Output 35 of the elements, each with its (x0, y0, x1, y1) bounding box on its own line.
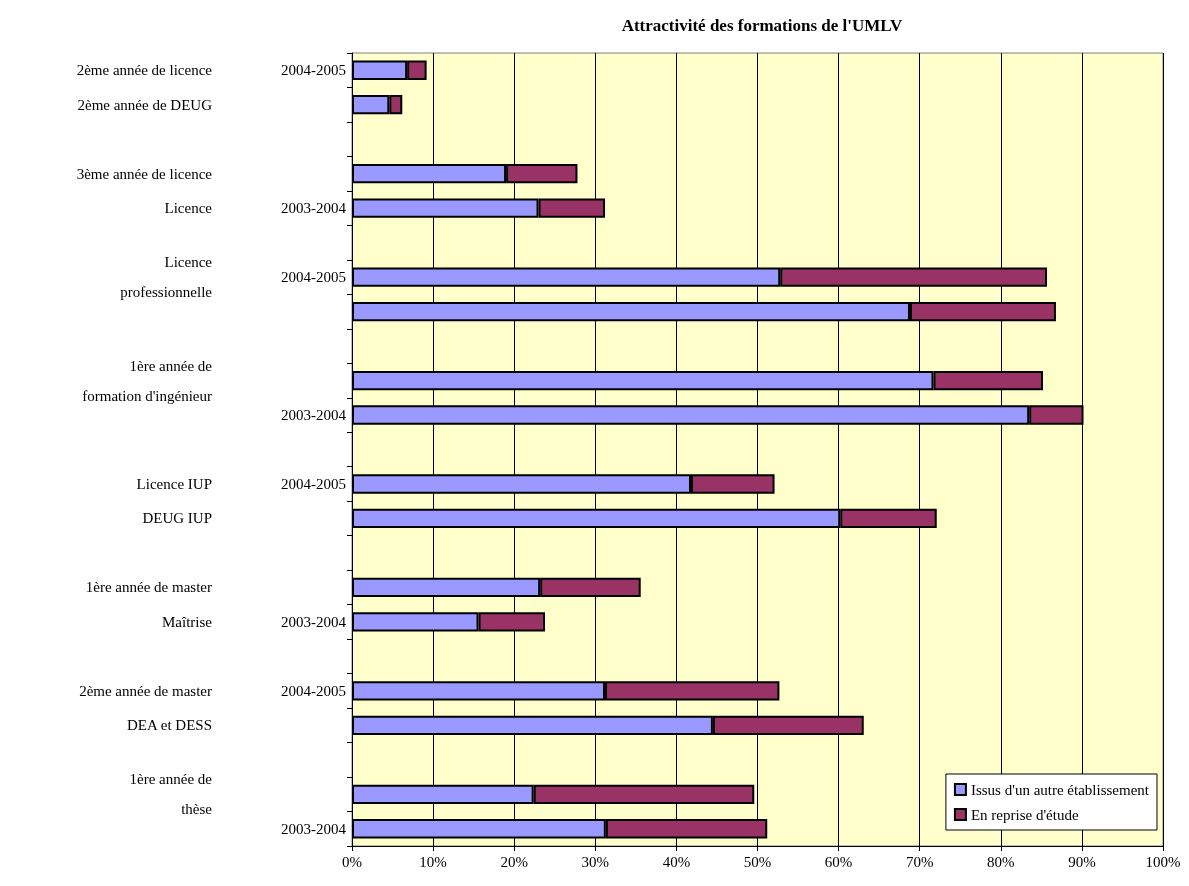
x-tick-label: 50% (743, 853, 772, 870)
y-tick-label: DEUG IUP (142, 510, 212, 527)
x-tick-label: 60% (824, 853, 853, 870)
x-tick-label: 80% (987, 853, 1015, 870)
y2-tick-label: 2003-2004 (281, 407, 347, 424)
y-tick-label: 3ème année de licence (76, 165, 213, 182)
y2-tick-label: 2004-2005 (281, 475, 346, 492)
x-tick-label: 20% (500, 853, 528, 870)
legend-label: Issus d'un autre établissement (970, 781, 1150, 798)
x-tick-label: 40% (662, 853, 691, 870)
x-tick-label: 30% (581, 853, 610, 870)
chart-title: Attractivité des formations de l'UMLV (621, 16, 904, 35)
y2-tick-label: 2003-2004 (281, 820, 347, 837)
y-tick-label: 1ère année de thèse (129, 771, 213, 818)
y2-tick-label: 2003-2004 (281, 200, 347, 217)
y-tick-label: 2ème année de DEUG (77, 96, 213, 113)
legend-label: En reprise d'étude (970, 806, 1079, 823)
y2-tick-label: 2004-2005 (281, 682, 346, 699)
y-tick-label: Licence IUP (136, 475, 212, 492)
y-tick-label: Licence (164, 200, 213, 217)
y-tick-label: Licence professionnelle (120, 254, 213, 301)
y2-tick-label: 2004-2005 (281, 269, 346, 286)
x-tick-label: 10% (419, 853, 447, 870)
y2-tick-label: 2004-2005 (281, 62, 346, 79)
y2-tick-label: 2003-2004 (281, 613, 347, 630)
y-tick-label: 1ère année de formation d'ingénieur (82, 357, 213, 404)
y-tick-label: 1ère année de master (85, 579, 212, 596)
y-tick-label: Maîtrise (162, 613, 213, 630)
x-tick-label: 70% (905, 853, 934, 870)
y-tick-label: 2ème année de master (79, 682, 212, 699)
x-tick-label: 90% (1068, 853, 1096, 870)
y-tick-label: 2ème année de licence (76, 62, 213, 79)
y-tick-label: DEA et DESS (126, 717, 212, 734)
x-tick-label: 100% (1145, 853, 1181, 870)
x-tick-label: 0% (342, 853, 362, 870)
